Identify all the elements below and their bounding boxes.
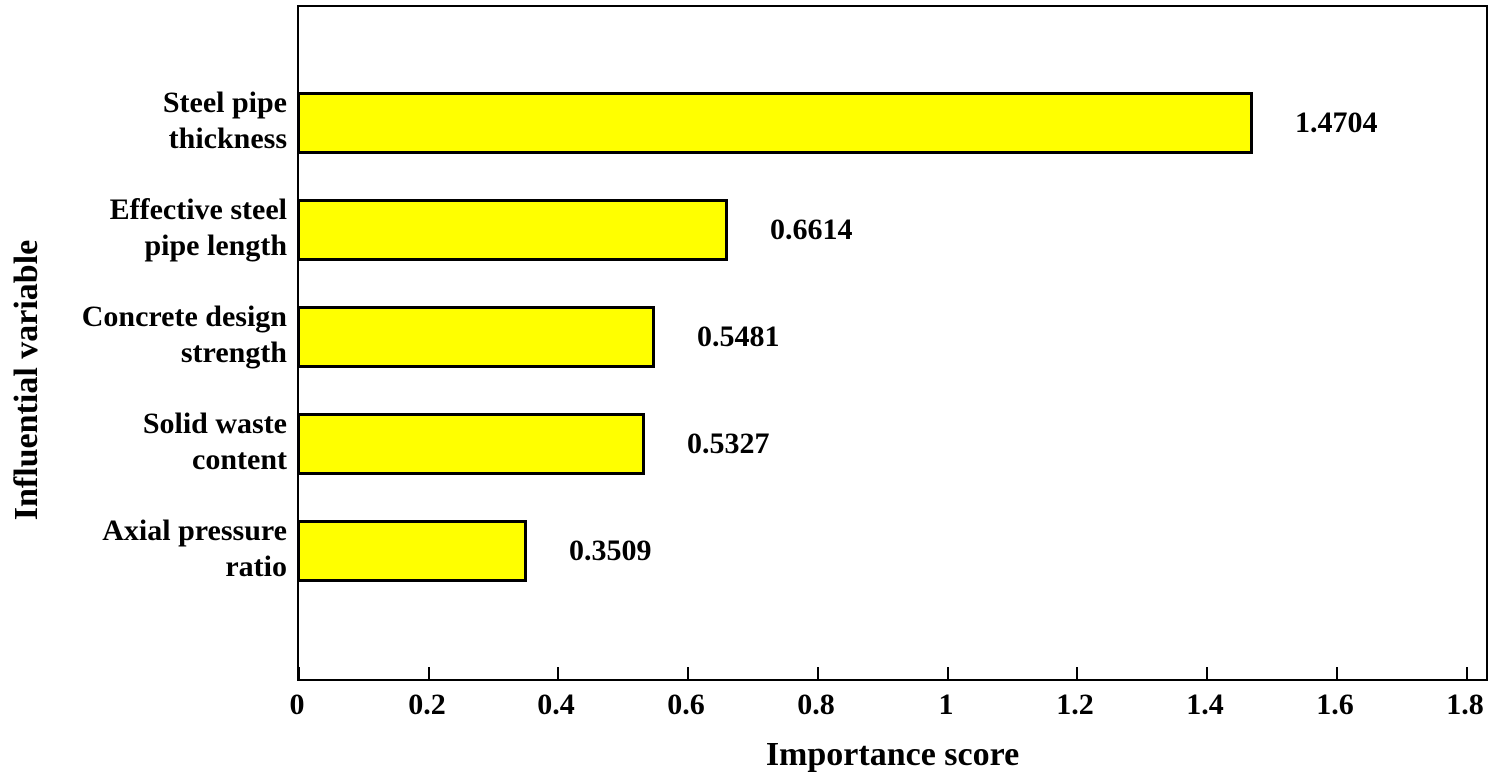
bar <box>297 520 527 582</box>
x-tick-mark <box>557 667 559 679</box>
x-tick-mark <box>947 667 949 679</box>
bar <box>297 306 655 368</box>
plot-area: 1.4704 0.6614 0.5481 0.5327 0.3509 <box>297 5 1488 681</box>
category-label: Concrete design strength <box>81 300 287 369</box>
x-tick-mark <box>687 667 689 679</box>
category-label: Effective steel pipe length <box>109 193 287 262</box>
x-tick-label: 0 <box>289 688 305 721</box>
category-label: Steel pipe thickness <box>162 86 287 155</box>
bar <box>297 92 1253 154</box>
x-tick-mark <box>428 667 430 679</box>
x-tick-label: 0.8 <box>797 688 835 721</box>
x-tick-label: 0.2 <box>408 688 446 721</box>
category-label: Axial pressure ratio <box>102 514 287 583</box>
category-label: Solid waste content <box>142 407 287 476</box>
x-tick-mark <box>1076 667 1078 679</box>
bar-value-label: 0.3509 <box>569 534 652 567</box>
x-tick-mark <box>1336 667 1338 679</box>
x-tick-label: 0.4 <box>537 688 575 721</box>
bar-value-label: 1.4704 <box>1295 106 1378 139</box>
x-tick-mark <box>817 667 819 679</box>
x-tick-label: 1.2 <box>1056 688 1094 721</box>
x-tick-label: 1.4 <box>1186 688 1224 721</box>
bar <box>297 199 728 261</box>
bar-value-label: 0.6614 <box>770 213 853 246</box>
bar-value-label: 0.5481 <box>697 320 780 353</box>
x-tick-label: 0.6 <box>667 688 705 721</box>
x-tick-mark <box>298 667 300 679</box>
x-tick-mark <box>1466 667 1468 679</box>
bar-value-label: 0.5327 <box>687 427 770 460</box>
x-tick-label: 1 <box>938 688 954 721</box>
x-tick-mark <box>1206 667 1208 679</box>
bar <box>297 413 645 475</box>
x-tick-label: 1.8 <box>1446 688 1484 721</box>
x-tick-label: 1.6 <box>1316 688 1354 721</box>
x-axis-title: Importance score <box>765 736 1020 773</box>
